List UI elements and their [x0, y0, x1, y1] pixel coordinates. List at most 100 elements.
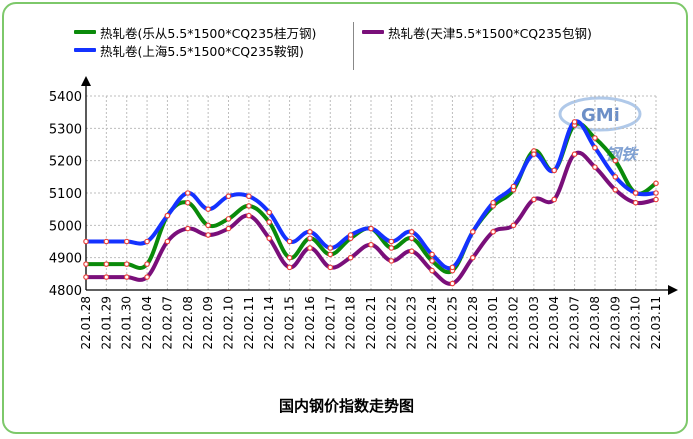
marker-s1-9: [266, 209, 273, 216]
marker-s0-11: [307, 235, 313, 242]
y-tick-label-5400: 5400: [49, 90, 82, 105]
marker-s2-21: [510, 222, 517, 229]
marker-s2-13: [347, 254, 354, 261]
x-tick-label-19: 22.02.28: [466, 296, 480, 349]
marker-s2-6: [205, 232, 211, 238]
legend-label-shanghai: 热轧卷(上海5.5*1500*CQ235鞍钢): [100, 43, 304, 59]
y-axis-ticks: 4800 4900 5000 5100 5200 5300 5400: [49, 90, 82, 299]
y-tick-label-5300: 5300: [49, 122, 82, 137]
marker-s1-28: [653, 190, 659, 196]
marker-s2-22: [531, 196, 537, 203]
marker-s1-19: [469, 229, 476, 235]
marker-s0-16: [408, 235, 415, 242]
x-tick-label-12: 22.02.17: [323, 296, 337, 349]
marker-s2-23: [551, 196, 558, 203]
marker-s0-6: [205, 222, 211, 229]
marker-s1-2: [123, 238, 130, 245]
marker-s0-15: [388, 245, 395, 251]
x-tick-label-18: 22.02.25: [445, 296, 459, 349]
marker-s2-17: [429, 267, 435, 274]
marker-s1-3: [144, 238, 150, 245]
x-tick-label-0: 22.01.28: [79, 296, 93, 349]
x-tick-label-17: 22.02.24: [425, 296, 439, 349]
series-markers: [83, 119, 659, 287]
x-tick-label-3: 22.02.04: [140, 296, 154, 349]
axes: [81, 76, 678, 295]
marker-s2-25: [592, 164, 598, 170]
marker-s1-7: [225, 193, 232, 200]
x-tick-label-5: 22.02.08: [181, 296, 195, 349]
x-tick-label-25: 22.03.08: [588, 296, 602, 349]
marker-s1-0: [83, 238, 89, 245]
grid-lines: [85, 95, 657, 291]
y-tick-label-5100: 5100: [49, 187, 82, 202]
y-tick-label-4900: 4900: [49, 252, 82, 267]
marker-s0-10: [286, 254, 293, 261]
x-tick-label-9: 22.02.14: [262, 296, 276, 349]
marker-s1-15: [388, 238, 395, 245]
marker-s1-8: [246, 193, 252, 200]
marker-s1-10: [286, 238, 293, 245]
x-tick-label-16: 22.02.23: [405, 296, 419, 349]
marker-s2-18: [449, 280, 456, 287]
chart-title: 国内钢价指数走势图: [278, 397, 414, 415]
legend-label-tianjin: 热轧卷(天津5.5*1500*CQ235包钢): [388, 25, 592, 41]
marker-s2-24: [571, 151, 578, 158]
marker-s0-5: [184, 199, 191, 206]
marker-s1-1: [103, 238, 110, 245]
marker-s2-26: [612, 186, 619, 193]
x-tick-label-26: 22.03.09: [608, 296, 622, 349]
marker-s1-11: [307, 229, 313, 235]
x-tick-label-13: 22.02.18: [344, 296, 358, 349]
chart-frame: [2, 2, 688, 434]
legend-item-shanghai: 热轧卷(上海5.5*1500*CQ235鞍钢): [74, 42, 304, 59]
marker-s0-0: [83, 261, 89, 267]
watermark-latin: GMi: [581, 105, 620, 126]
marker-s1-20: [490, 199, 496, 206]
marker-s2-4: [164, 238, 171, 245]
x-tick-label-8: 22.02.11: [242, 296, 256, 349]
x-axis-arrow: [668, 285, 678, 295]
marker-s1-14: [368, 225, 374, 232]
marker-s1-21: [510, 183, 517, 190]
marker-s1-23: [551, 167, 558, 174]
y-tick-label-5200: 5200: [49, 155, 82, 170]
x-tick-label-10: 22.02.15: [283, 296, 297, 349]
marker-s0-2: [123, 261, 130, 267]
x-tick-label-28: 22.03.11: [649, 296, 663, 349]
marker-s1-17: [429, 251, 435, 258]
marker-s2-0: [83, 274, 89, 280]
marker-s0-8: [246, 203, 252, 209]
x-tick-label-23: 22.03.04: [547, 296, 561, 349]
marker-s0-12: [327, 251, 334, 258]
y-tick-label-5000: 5000: [49, 219, 82, 234]
x-tick-label-6: 22.02.09: [201, 296, 215, 349]
marker-s2-9: [266, 235, 273, 242]
marker-s2-2: [123, 274, 130, 280]
legend-item-tianjin: 热轧卷(天津5.5*1500*CQ235包钢): [362, 24, 592, 41]
marker-s0-17: [429, 258, 435, 264]
marker-s0-26: [612, 157, 619, 164]
marker-s2-12: [327, 264, 334, 271]
marker-s1-16: [408, 229, 415, 235]
marker-s1-5: [184, 190, 191, 196]
legend-swatch-lecong: [74, 30, 96, 34]
x-tick-label-20: 22.03.01: [486, 296, 500, 349]
marker-s2-16: [408, 248, 415, 255]
marker-s1-26: [612, 174, 619, 180]
marker-s1-18: [449, 264, 456, 271]
x-tick-label-22: 22.03.03: [527, 296, 541, 349]
marker-s1-27: [632, 190, 639, 196]
marker-s2-20: [490, 229, 496, 235]
marker-s2-3: [144, 274, 150, 280]
y-tick-label-4800: 4800: [49, 284, 82, 299]
marker-s0-1: [103, 261, 110, 267]
marker-s0-3: [144, 261, 150, 267]
x-tick-label-4: 22.02.07: [160, 296, 174, 349]
marker-s2-8: [246, 212, 252, 219]
marker-s1-12: [327, 245, 334, 251]
marker-s1-22: [531, 151, 537, 158]
marker-s2-11: [307, 245, 313, 251]
marker-s2-1: [103, 274, 110, 280]
legend-swatch-shanghai: [74, 48, 96, 52]
